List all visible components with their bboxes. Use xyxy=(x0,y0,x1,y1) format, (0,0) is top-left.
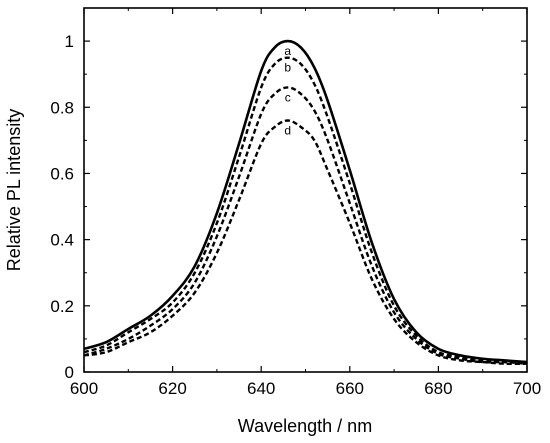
y-axis-title: Relative PL intensity xyxy=(4,109,24,271)
x-axis-title: Wavelength / nm xyxy=(238,416,372,436)
curve-label-b: b xyxy=(284,61,291,75)
x-tick-label: 640 xyxy=(247,379,275,398)
x-tick-label: 620 xyxy=(158,379,186,398)
curve-label-c: c xyxy=(285,90,291,104)
curve-label-a: a xyxy=(284,44,291,58)
series-line-b xyxy=(83,56,528,364)
series-line-d xyxy=(83,119,528,366)
series-layer xyxy=(83,39,528,366)
x-tick-label: 700 xyxy=(513,379,541,398)
curve-label-d: d xyxy=(284,124,291,138)
x-tick-label: 660 xyxy=(336,379,364,398)
series-line-c xyxy=(83,86,528,365)
ticks-layer: 600 620 640 660 680 700 0 0.2 0.4 0.6 0.8 1 xyxy=(50,7,541,398)
y-tick-label: 0 xyxy=(65,363,74,382)
x-tick-label: 680 xyxy=(424,379,452,398)
y-tick-label: 1 xyxy=(65,32,74,51)
y-tick-label: 0.6 xyxy=(50,164,74,183)
series-line-a xyxy=(83,39,528,364)
x-tick-label: 600 xyxy=(70,379,98,398)
y-tick-label: 0.8 xyxy=(50,98,74,117)
y-tick-label: 0.2 xyxy=(50,297,74,316)
plot-frame xyxy=(83,7,528,373)
y-tick-label: 0.4 xyxy=(50,231,74,250)
curve-labels-layer: ab c d xyxy=(284,44,291,137)
